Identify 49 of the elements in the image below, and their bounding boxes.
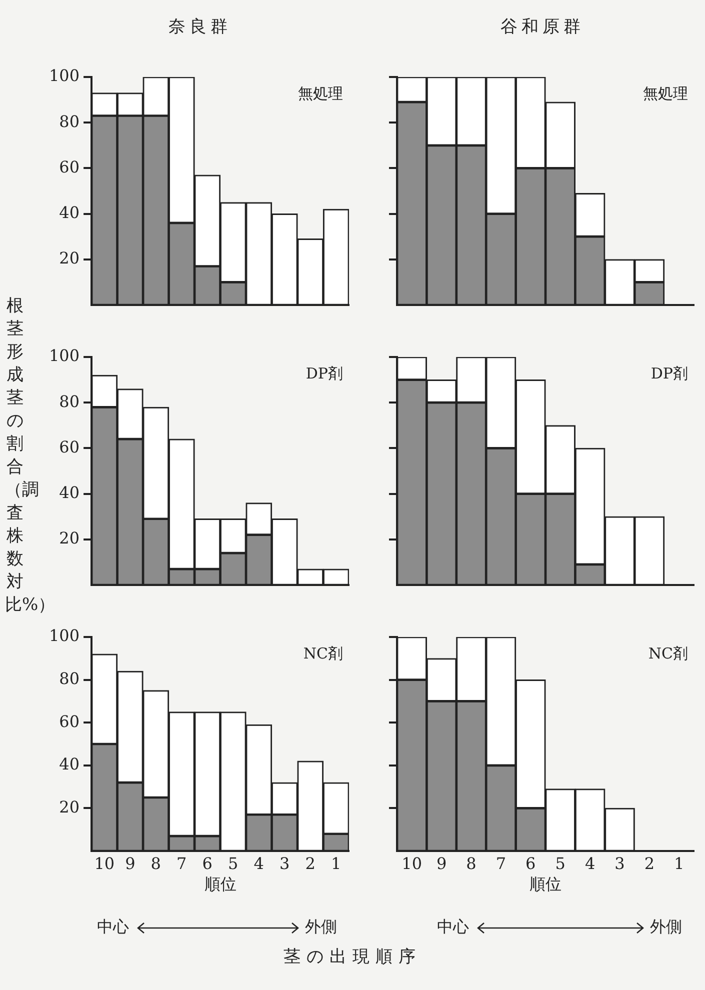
x-axis-title: 順位 [204,874,236,894]
x-tick-label: 2 [644,854,655,873]
y-tick-label: 20 [59,797,80,816]
x-tick-label: 5 [228,854,238,873]
y-tick-label: 100 [48,66,80,86]
x-tick-label: 3 [280,854,290,873]
y-tick-label: 60 [59,437,80,456]
chart-title: 谷和原群 [500,16,586,38]
x-tick-label: 4 [254,854,264,873]
x-tick-label: 5 [555,854,566,873]
x-tick-label: 9 [436,854,447,873]
y-tick-label: 20 [59,528,80,548]
x-tick-label: 6 [526,854,536,873]
x-tick-label: 7 [496,854,506,873]
y-tick-label: 60 [59,157,80,176]
y-tick-label: 100 [48,626,80,646]
x-tick-label: 10 [402,854,422,873]
text: 中心 [97,917,129,938]
annotation: DP剤 [650,364,688,382]
x-axis-title: 順位 [530,874,562,894]
y-tick-label: 40 [59,482,80,502]
x-tick-label: 10 [94,854,115,873]
x-tick-label: 9 [125,854,136,873]
x-tick-label: 4 [584,854,596,873]
x-tick-label: 7 [176,854,187,873]
text: 外側 [305,917,337,938]
x-tick-label: 3 [614,854,625,873]
y-tick-label: 80 [59,668,80,688]
text: 中心 [437,917,469,938]
chart-title: 奈良群 [168,16,232,38]
x-tick-label: 2 [305,854,316,873]
y-tick-label: 60 [59,712,80,731]
annotation: 無処理 [643,84,688,102]
y-tick-label: 40 [59,754,80,774]
x-tick-label: 8 [150,854,161,873]
text: 茎の出現順序 [282,946,422,968]
y-tick-label: 80 [59,392,80,411]
y-tick-label: 40 [59,202,80,222]
x-tick-label: 1 [331,854,342,873]
x-tick-label: 8 [466,854,476,873]
text: 外側 [650,917,682,938]
y-tick-label: 20 [59,248,80,268]
x-tick-label: 1 [674,854,684,873]
annotation: 無処理 [298,84,343,102]
annotation: DP剤 [306,364,343,382]
x-tick-label: 6 [202,854,212,873]
annotation: NC剤 [303,644,343,662]
annotation: NC剤 [648,644,688,662]
y-tick-label: 80 [59,112,80,131]
